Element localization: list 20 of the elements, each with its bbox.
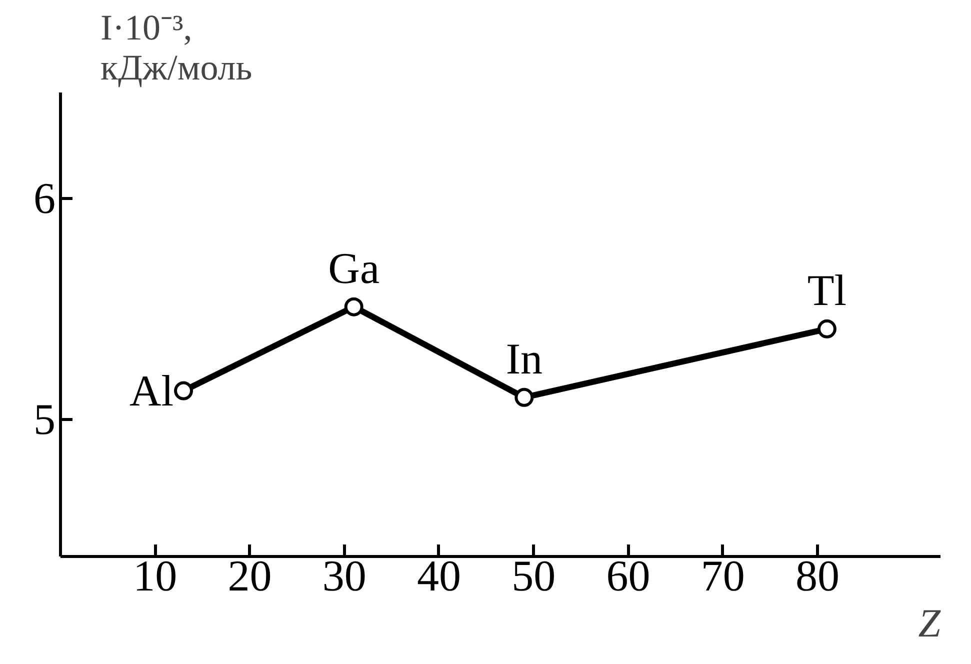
- x-tick-label: 20: [228, 552, 272, 600]
- annotation: Ga: [328, 244, 380, 293]
- x-tick-label: 50: [512, 552, 556, 600]
- x-tick-label: 40: [416, 552, 461, 600]
- x-tick-label: 30: [322, 552, 366, 600]
- point: [344, 297, 364, 316]
- annotation: In: [506, 334, 542, 384]
- point: [514, 388, 534, 407]
- y-tick-label: 5: [34, 395, 56, 444]
- point: [817, 319, 836, 338]
- x-axis-title: Z: [918, 600, 942, 646]
- y-axis-title: I·10⁻³, кДж/моль: [100, 8, 252, 88]
- x-tick-label: 10: [133, 552, 178, 600]
- point: [174, 381, 194, 400]
- y-tick-label: 6: [34, 174, 56, 224]
- x-tick-label: 80: [795, 552, 840, 600]
- annotation: Tl: [807, 266, 847, 315]
- x-tick-label: 70: [700, 552, 745, 600]
- x-tick-label: 60: [606, 552, 650, 600]
- annotation: Al: [130, 366, 174, 416]
